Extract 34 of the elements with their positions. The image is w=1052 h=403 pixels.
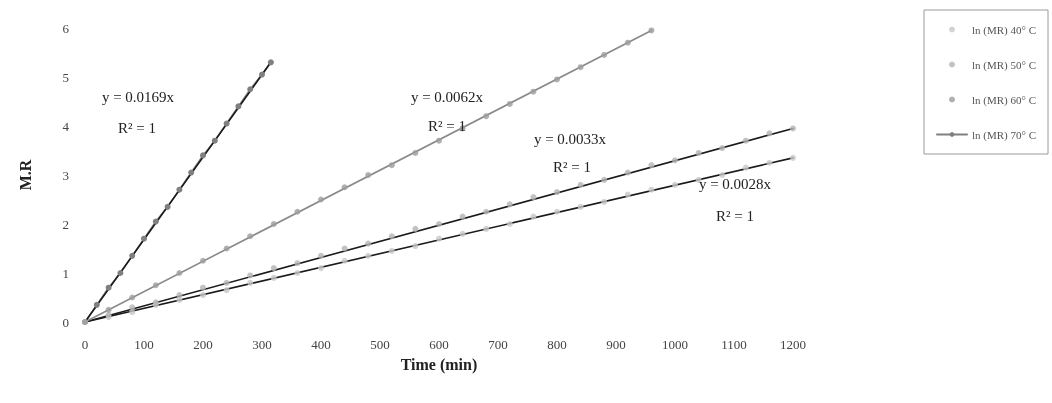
x-tick-label: 0 [81, 337, 89, 352]
annotation: y = 0.0033x [533, 131, 607, 147]
y-tick-label: 2 [62, 216, 69, 232]
y-tick-label: 1 [62, 265, 69, 281]
y-tick-label: 0 [62, 314, 69, 330]
y-tick-label: 4 [62, 118, 70, 134]
x-tick-label: 500 [370, 337, 390, 352]
x-tick-label: 800 [547, 337, 567, 352]
x-axis-title: Time (min) [400, 355, 478, 374]
x-tick-label: 100 [134, 337, 154, 352]
annotation: R² = 1 [716, 208, 754, 224]
y-axis-title: M.R [16, 159, 34, 191]
legend-label: ln (MR) 60° C [972, 93, 1037, 107]
x-tick-label: 1000 [662, 337, 688, 352]
x-tick-label: 400 [311, 337, 331, 352]
legend-label: ln (MR) 40° C [972, 23, 1037, 37]
x-tick-label: 300 [252, 337, 272, 352]
annotation: R² = 1 [553, 159, 591, 175]
x-tick-label: 1200 [780, 337, 806, 352]
y-tick-label: 3 [62, 167, 69, 183]
x-tick-label: 600 [429, 337, 449, 352]
legend-label: ln (MR) 70° C [972, 128, 1037, 142]
annotation: R² = 1 [428, 118, 466, 134]
annotation: y = 0.0062x [410, 89, 484, 105]
legend-label: ln (MR) 50° C [972, 58, 1037, 72]
x-tick-label: 900 [606, 337, 626, 352]
x-tick-label: 1100 [721, 337, 747, 352]
annotation: R² = 1 [118, 120, 156, 136]
y-tick-label: 5 [62, 69, 69, 85]
annotation: y = 0.0169x [101, 89, 175, 105]
x-tick-label: 200 [193, 337, 213, 352]
y-tick-label: 6 [62, 20, 70, 36]
annotation: y = 0.0028x [698, 176, 772, 192]
x-tick-label: 700 [488, 337, 508, 352]
